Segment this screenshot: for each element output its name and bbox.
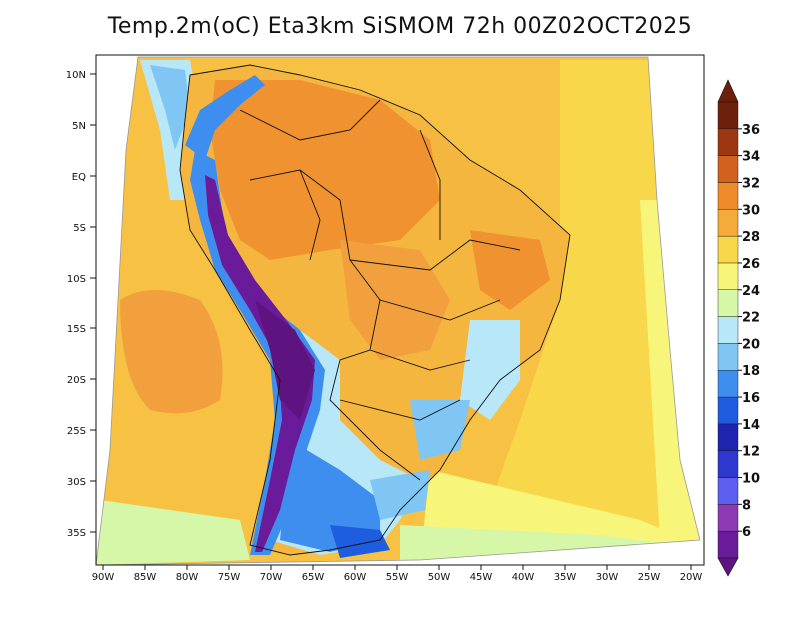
lon-label: 40W [512, 572, 535, 583]
colorbar-tick-label: 8 [742, 498, 751, 513]
map-axes-frame [95, 54, 705, 566]
colorbar-tick-label: 22 [742, 311, 760, 326]
lon-label: 30W [596, 572, 619, 583]
pampas-very-cold-zone [330, 525, 390, 558]
lat-label: 25S [67, 426, 86, 437]
northern-andes-cold-zone [185, 75, 265, 160]
atlantic-yellow-zone [470, 60, 680, 560]
lat-label: 10S [67, 274, 86, 285]
east-coast-cool-zone [460, 320, 520, 420]
colorbar-tick-label: 26 [742, 257, 760, 272]
lon-label: 35W [554, 572, 577, 583]
lon-label: 65W [302, 572, 325, 583]
central-hot-zone [340, 240, 450, 360]
lon-label: 85W [134, 572, 157, 583]
colorbar-segment [717, 396, 739, 425]
lon-label: 55W [386, 572, 409, 583]
colorbar-tick-label: 24 [742, 284, 760, 299]
state-border-4 [339, 399, 461, 421]
atlantic-east-edge-zone [640, 200, 700, 540]
lon-label: 90W [92, 572, 115, 583]
lon-label: 80W [176, 572, 199, 583]
colorbar-segment [717, 343, 739, 371]
pacific-warm-patch [120, 290, 223, 414]
lon-axis: 90W 85W 80W 75W 70W 65W 60W 55W 50W 45W … [92, 565, 703, 583]
colorbar-tick-label: 16 [742, 391, 760, 406]
lon-label: 75W [218, 572, 241, 583]
colorbar-high-arrow [717, 79, 739, 103]
colorbar-segment [717, 316, 739, 344]
amazon-hot-zone [210, 80, 440, 260]
colorbar-tick-label: 36 [742, 123, 760, 138]
colorbar-tick-label: 28 [742, 230, 760, 245]
colorbar-segment [717, 423, 739, 451]
colorbar-segment [717, 209, 739, 237]
coastline-borders [179, 64, 571, 556]
lon-label: 60W [344, 572, 367, 583]
lon-label: 50W [428, 572, 451, 583]
uruguay-cool-zone [370, 470, 430, 520]
lon-label: 20W [680, 572, 703, 583]
lat-label: 5N [72, 121, 86, 132]
colorbar-segment [717, 370, 739, 398]
colorbar-tick-label: 12 [742, 445, 760, 460]
continent-coastline [179, 64, 571, 556]
lat-axis: 10N 5N EQ 5S 10S 15S 20S 25S 30S 35S [66, 70, 96, 539]
south-pacific-cool-zone [96, 500, 250, 565]
colorbar-segment [717, 101, 739, 130]
colorbar-segment [717, 504, 739, 532]
lon-label: 25W [638, 572, 661, 583]
colorbar-segment [717, 477, 739, 505]
colorbar-segment [717, 450, 739, 478]
colorbar-segment [717, 128, 739, 156]
colorbar-tick-label: 34 [742, 150, 760, 165]
colorbar-tick-label: 18 [742, 364, 760, 379]
northeast-hot-zone [470, 230, 550, 310]
map-title: Temp.2m(oC) Eta3km SiSMOM 72h 00Z02OCT20… [107, 14, 693, 39]
colorbar-segment [717, 182, 739, 210]
colorbar-tick-label: 30 [742, 203, 760, 218]
andes-very-cold-ridge [205, 175, 315, 552]
colorbar-low-arrow [717, 557, 739, 577]
colorbar-tick-label: 20 [742, 337, 760, 352]
state-border-3 [369, 349, 471, 371]
altiplano-coldest-zone [255, 300, 315, 420]
state-border-2 [379, 299, 501, 321]
colorbar-segment [717, 289, 739, 317]
domain-outline [95, 56, 701, 566]
colorbar-tick-label: 32 [742, 176, 760, 191]
colorbar-tick-label: 10 [742, 472, 760, 487]
colorbar: 6 8 10 12 14 16 18 20 22 24 26 28 30 32 34 36 [717, 79, 760, 577]
state-border-1 [349, 239, 521, 271]
southern-cone-cold-zone [280, 440, 380, 552]
country-border-north [239, 99, 381, 141]
lat-label: 30S [67, 477, 86, 488]
lat-label: 20S [67, 375, 86, 386]
colorbar-segment [717, 262, 739, 290]
lon-label: 70W [260, 572, 283, 583]
temperature-field [96, 57, 700, 565]
lat-label: 35S [67, 528, 86, 539]
colorbar-tick-label: 6 [742, 525, 751, 540]
colorbar-tick-label: 14 [742, 418, 760, 433]
lat-label: 10N [66, 70, 86, 81]
colorbar-segment [717, 155, 739, 183]
pacific-coast-cold-band [150, 65, 190, 150]
lon-label: 45W [470, 572, 493, 583]
colorbar-segment [717, 235, 739, 264]
state-border-6 [299, 169, 321, 261]
lat-label: EQ [72, 172, 86, 183]
state-border-5 [419, 129, 441, 240]
lat-label: 5S [73, 223, 86, 234]
lat-label: 15S [67, 324, 86, 335]
south-atlantic-pale-zone [400, 525, 700, 560]
colorbar-segment [717, 530, 739, 559]
